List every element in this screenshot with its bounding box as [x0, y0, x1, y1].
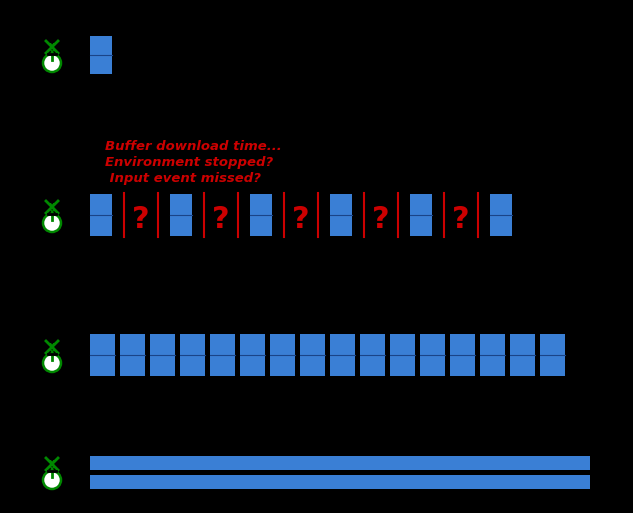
Bar: [540, 334, 565, 376]
Text: Input event missed?: Input event missed?: [105, 172, 261, 185]
Circle shape: [44, 55, 60, 71]
Bar: [480, 334, 505, 376]
Bar: [210, 334, 235, 376]
Bar: [150, 334, 175, 376]
Bar: [510, 334, 535, 376]
Bar: [240, 334, 265, 376]
Bar: [90, 456, 590, 469]
Circle shape: [44, 355, 60, 371]
Circle shape: [44, 472, 60, 488]
Text: x
x: x x: [49, 201, 55, 217]
Bar: [490, 194, 512, 236]
Bar: [450, 334, 475, 376]
Bar: [390, 334, 415, 376]
Bar: [410, 194, 432, 236]
Bar: [250, 194, 272, 236]
Bar: [90, 194, 112, 236]
Text: Buffer download time...: Buffer download time...: [105, 140, 282, 153]
Text: x
x: x x: [49, 41, 55, 57]
Text: ?: ?: [212, 206, 230, 234]
Text: x
x: x x: [49, 341, 55, 357]
Bar: [420, 334, 445, 376]
Bar: [180, 334, 205, 376]
Bar: [360, 334, 385, 376]
Text: x
x: x x: [49, 458, 55, 474]
Bar: [170, 194, 192, 236]
Text: Environment stopped?: Environment stopped?: [105, 156, 273, 169]
Bar: [300, 334, 325, 376]
Bar: [270, 334, 295, 376]
Bar: [330, 194, 352, 236]
Bar: [90, 475, 590, 488]
Text: ?: ?: [452, 206, 470, 234]
Bar: [120, 334, 145, 376]
Bar: [90, 334, 115, 376]
Circle shape: [44, 215, 60, 231]
Text: ?: ?: [132, 206, 150, 234]
Bar: [330, 334, 355, 376]
Bar: [90, 36, 112, 74]
Text: ?: ?: [372, 206, 390, 234]
Text: ?: ?: [292, 206, 310, 234]
